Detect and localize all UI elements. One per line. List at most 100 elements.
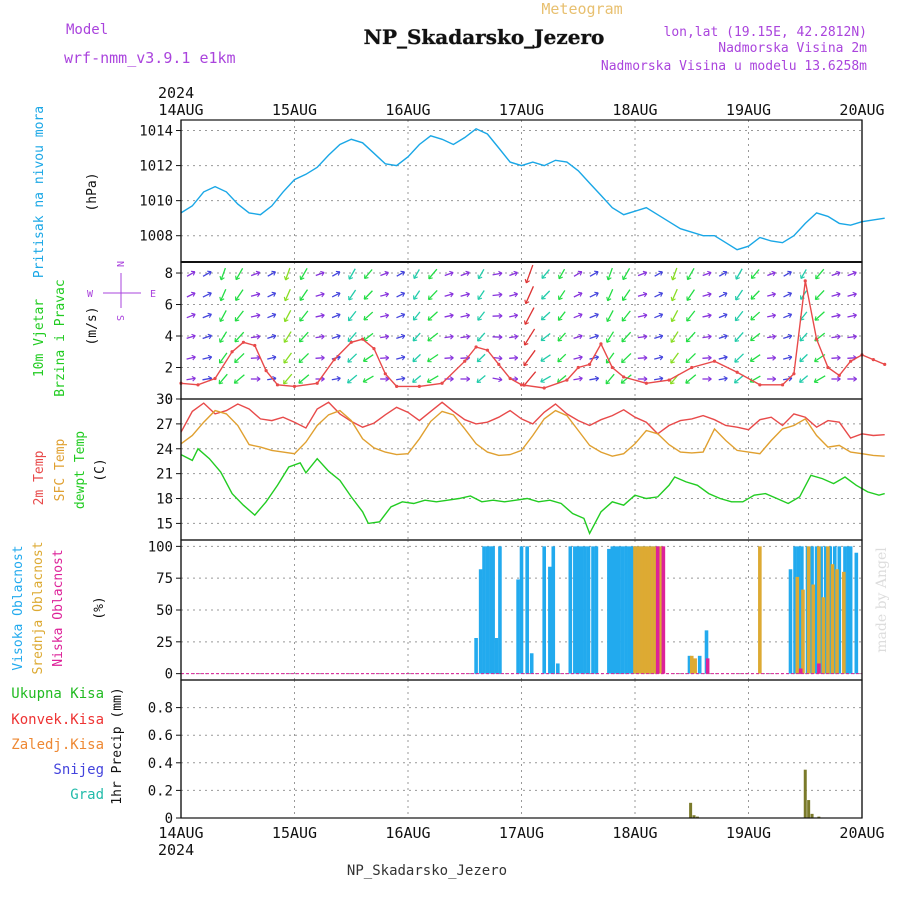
- wind-arrow: [364, 291, 372, 299]
- wind-speed-point: [350, 341, 353, 344]
- high_cloud-bar: [855, 553, 859, 674]
- high_cloud-bar: [698, 656, 702, 674]
- low_cloud-bar: [662, 546, 666, 673]
- wind-speed-point: [361, 338, 364, 341]
- wind-speed-point: [316, 382, 319, 385]
- wind-speed-point: [384, 372, 387, 375]
- mid_cloud-bar: [817, 546, 821, 673]
- wind-speed-point: [486, 349, 489, 352]
- wind-speed-point: [588, 363, 591, 366]
- wind-speed-point: [611, 366, 614, 369]
- mid_cloud-bar: [637, 546, 641, 673]
- wind-speed-point: [577, 366, 580, 369]
- wind-speed-point: [883, 363, 886, 366]
- lonlat-label: lon,lat (19.15E, 42.2812N): [664, 25, 868, 40]
- high_cloud-bar: [591, 546, 595, 673]
- wind-speed-point: [293, 385, 296, 388]
- high_cloud-bar: [520, 546, 524, 673]
- wind-speed-point: [497, 363, 500, 366]
- temp-unit: (C): [93, 458, 108, 481]
- high_cloud-bar: [595, 546, 599, 673]
- wind-arrow: [542, 291, 550, 299]
- high_cloud-bar: [576, 546, 580, 673]
- wind-arrow: [365, 269, 373, 278]
- wind-speed-point: [826, 366, 829, 369]
- mid_cloud-bar: [640, 546, 644, 673]
- high_cloud-bar: [607, 549, 611, 674]
- high_cloud-bar: [495, 638, 499, 674]
- high_cloud-bar: [789, 569, 793, 673]
- y-tick-label: 0.4: [148, 756, 173, 772]
- altitude-label: Nadmorska Visina 2m: [718, 41, 867, 56]
- temp-ylabel-dewpt: dewpt Temp: [73, 431, 88, 509]
- wind-arrow: [606, 374, 614, 384]
- y-tick-label: 0.8: [148, 701, 173, 717]
- wind-arrow: [541, 312, 550, 320]
- wind-unit: (m/s): [85, 306, 100, 345]
- wind-speed-point: [440, 382, 443, 385]
- wind-speed-point: [872, 358, 875, 361]
- high_cloud-bar: [628, 546, 632, 673]
- low_cloud-bar: [706, 658, 710, 673]
- high_cloud-bar: [474, 638, 478, 674]
- precip-legend-conv: Konvek.Kisa: [11, 712, 104, 728]
- y-tick-label: 24: [156, 442, 173, 458]
- precip-legend-frozen: Zaledj.Kisa: [11, 737, 104, 753]
- low_cloud-bar: [799, 669, 803, 674]
- high_cloud-bar: [611, 546, 615, 673]
- wind-speed-point: [667, 379, 670, 382]
- wind-speed-point: [758, 383, 761, 386]
- mid_cloud-bar: [796, 577, 800, 674]
- mid_cloud-bar: [801, 590, 805, 674]
- pressure-ylabel: Pritisak na nivou mora: [32, 106, 47, 278]
- y-tick-label: 30: [156, 392, 173, 408]
- wind-speed-point: [815, 338, 818, 341]
- mid_cloud-bar: [807, 546, 811, 673]
- high_cloud-bar: [617, 546, 621, 673]
- high_cloud-bar: [491, 546, 495, 673]
- wind-arrow: [671, 353, 679, 363]
- mid_cloud-bar: [842, 572, 846, 674]
- year-label-top: 2024: [158, 84, 194, 102]
- wind-arrow: [526, 286, 534, 303]
- pressure-line: [181, 129, 885, 250]
- y-tick-label: 6: [165, 298, 173, 314]
- high_cloud-bar: [573, 546, 577, 673]
- y-tick-label: 1010: [139, 194, 173, 210]
- y-tick-label: 0.6: [148, 728, 173, 744]
- y-tick-label: 1014: [139, 124, 173, 140]
- wind-arrow: [735, 375, 744, 383]
- top-tick-label: 18AUG: [612, 101, 657, 119]
- low_cloud-bar: [817, 663, 821, 673]
- wind-arrow: [525, 329, 535, 345]
- wind-arrow: [751, 312, 760, 320]
- wind-arrow: [735, 354, 744, 362]
- wind-speed-point: [253, 344, 256, 347]
- made-by-credit: made by Angel: [874, 547, 890, 653]
- top-tick-label: 19AUG: [726, 101, 771, 119]
- cloud-ylabel-mid: Srednja Oblacnost: [31, 541, 46, 674]
- wind-ylabel-1: 10m Vjetar: [32, 299, 47, 377]
- y-tick-label: 8: [165, 266, 173, 282]
- model-name: wrf-nmm_v3.9.1 e1km: [64, 49, 236, 67]
- cloud-ylabel-low: Niska Oblacnost: [51, 549, 66, 666]
- wind-speed-point: [713, 360, 716, 363]
- mid_cloud-bar: [647, 546, 651, 673]
- wind-speed-point: [213, 377, 216, 380]
- mid_cloud-bar: [822, 597, 826, 673]
- wind-ylabel-2: Brzina i Pravac: [53, 279, 68, 396]
- high_cloud-bar: [498, 546, 502, 673]
- wind-arrow: [348, 354, 357, 362]
- precip-legend-hail: Grad: [70, 787, 104, 803]
- wind-arrow: [622, 332, 631, 342]
- wind-arrow: [523, 372, 535, 387]
- precip_bar-bar: [804, 770, 807, 818]
- y-tick-label: 100: [148, 539, 173, 555]
- precip-ylabel: 1hr Precip (mm): [110, 687, 125, 804]
- wind-speed-point: [265, 369, 268, 372]
- footer-station-title: NP_Skadarsko_Jezero: [347, 863, 507, 879]
- top-tick-label: 17AUG: [499, 101, 544, 119]
